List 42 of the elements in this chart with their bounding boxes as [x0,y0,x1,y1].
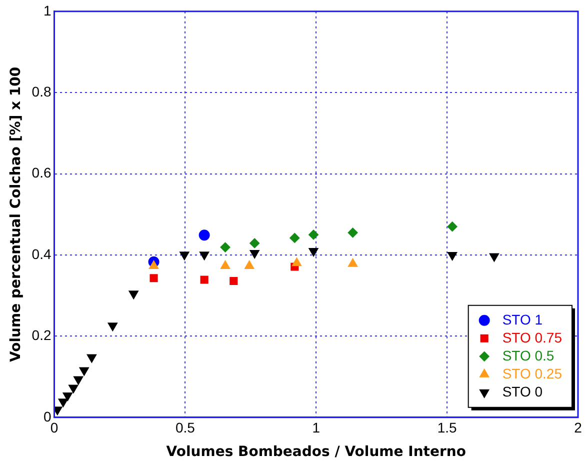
point [128,290,138,300]
legend-label: STO 0.75 [502,329,562,346]
x-tick-label: 0.5 [175,420,196,436]
point [62,392,72,401]
point [250,250,260,258]
point [108,322,118,332]
y-tick-label: 1 [43,2,52,18]
point [447,252,458,260]
point [200,276,208,284]
y-tick-label: 0.4 [32,246,52,262]
point [220,242,230,252]
legend-label: STO 0.25 [502,365,562,382]
point [58,398,68,408]
point [447,222,458,232]
x-axis-title: Volumes Bombeados / Volume Interno [166,444,466,460]
point [308,230,319,240]
point [308,248,318,256]
y-tick-label: 0 [43,408,52,424]
x-tick-label: 2 [574,420,582,436]
point [86,354,97,363]
y-tick-label: 0.2 [32,327,52,344]
point [180,252,190,260]
x-tick-label: 1.5 [437,420,458,436]
legend-label: STO 0.5 [502,347,554,364]
legend-label: STO 0 [502,383,543,400]
legend-label: STO 1 [502,311,543,328]
point [68,384,78,394]
point [150,274,158,282]
point [79,367,89,376]
point [489,253,500,262]
point [74,376,84,385]
y-tick-label: 0.8 [32,83,52,100]
point [230,276,238,286]
y-tick-label: 0.6 [32,164,52,181]
point [199,252,210,260]
point [54,406,62,416]
point [290,232,300,243]
point [250,238,260,248]
x-tick-label: 1 [312,420,320,436]
point [198,230,210,241]
y-axis-title: Volume percentual Colchao [%] x 100 [8,66,24,362]
point [348,228,358,238]
